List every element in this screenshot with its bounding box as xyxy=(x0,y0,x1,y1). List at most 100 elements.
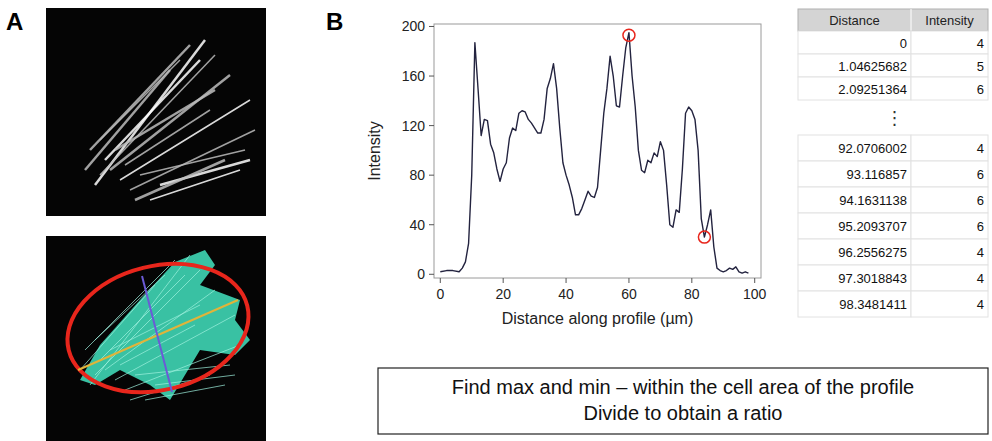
ellipsis: ⋮ xyxy=(886,108,904,128)
y-tick-label: 160 xyxy=(402,68,426,84)
cell-text: 4 xyxy=(977,141,984,156)
cell-text: 6 xyxy=(977,219,984,234)
highlight-circle xyxy=(698,231,710,243)
cell-text: 4 xyxy=(977,245,984,260)
table-cell xyxy=(798,135,911,161)
y-axis-title: Intensity xyxy=(366,121,383,181)
actin-fibre xyxy=(125,110,210,165)
table-cell xyxy=(911,213,988,239)
table-cell xyxy=(798,77,911,100)
table-cell xyxy=(798,291,911,317)
column-head: Intensity xyxy=(925,13,974,28)
note-text: Divide to obtain a ratio xyxy=(583,402,782,424)
cell-text: 98.3481411 xyxy=(839,297,907,312)
table-cell xyxy=(911,187,988,213)
table-cell xyxy=(798,213,911,239)
cell-text: 6 xyxy=(977,82,984,97)
actin-fibre xyxy=(100,60,180,140)
cell-text: 6 xyxy=(977,193,984,208)
data-table: Distance Intensity 0 4 1.04625682 5 2.09251364… xyxy=(798,9,988,317)
cell-text: 95.2093707 xyxy=(838,219,907,234)
x-tick xyxy=(566,278,567,283)
table-cell xyxy=(911,291,988,317)
cell-text: 4 xyxy=(977,271,984,286)
table-cell xyxy=(911,161,988,187)
y-tick-label: 200 xyxy=(402,18,426,34)
note-text: Find max and min – within the cell area … xyxy=(452,376,914,398)
mask-fibre xyxy=(80,285,155,370)
x-tick-label: 0 xyxy=(436,286,444,302)
cell-text: 1.04625682 xyxy=(838,59,907,74)
y-tick xyxy=(429,175,434,176)
x-tick-label: 100 xyxy=(743,286,767,302)
actin-fibre xyxy=(110,75,230,170)
actin-fibre xyxy=(140,150,245,175)
actin-fibre xyxy=(160,160,250,185)
column-head: Distance xyxy=(829,13,880,28)
x-tick-label: 20 xyxy=(495,286,511,302)
cell-text: 92.0706002 xyxy=(838,141,907,156)
y-tick-label: 80 xyxy=(409,167,425,183)
header-divider xyxy=(911,9,912,31)
highlight-circle xyxy=(623,29,635,41)
table-cell xyxy=(798,54,911,77)
image-background xyxy=(46,8,266,216)
cell-text: 4 xyxy=(977,297,984,312)
y-tick xyxy=(429,224,434,225)
cell-text: 6 xyxy=(977,167,984,182)
micrograph-raw xyxy=(46,8,266,216)
x-tick xyxy=(440,278,441,283)
y-tick xyxy=(429,125,434,126)
actin-fibre xyxy=(135,160,225,200)
cell-text: 97.3018843 xyxy=(838,271,907,286)
figure: AB02040608010004080120160200Distance alo… xyxy=(0,0,992,441)
table-cell xyxy=(911,31,988,54)
x-tick xyxy=(691,278,692,283)
actin-fibre xyxy=(105,60,200,160)
cell-text: 0 xyxy=(900,36,907,51)
image-background xyxy=(46,236,266,441)
panel-letter: B xyxy=(326,8,343,35)
table-cell xyxy=(911,239,988,265)
actin-fibre xyxy=(115,90,215,150)
micrograph-segmented xyxy=(46,236,266,441)
table-cell xyxy=(798,31,911,54)
x-tick xyxy=(628,278,629,283)
actin-fibre xyxy=(120,100,250,180)
table-cell xyxy=(911,77,988,100)
table-cell xyxy=(798,161,911,187)
table-cell xyxy=(798,265,911,291)
cell-text: 96.2556275 xyxy=(838,245,907,260)
cell-text: 94.1631138 xyxy=(839,193,907,208)
panel-letter: A xyxy=(6,8,23,35)
table-cell xyxy=(798,239,911,265)
cell-text: 2.09251364 xyxy=(838,82,907,97)
x-tick-label: 40 xyxy=(558,286,574,302)
mask-fibre xyxy=(100,275,185,360)
x-axis-title: Distance along profile (µm) xyxy=(502,310,694,327)
y-tick xyxy=(429,26,434,27)
actin-fibre xyxy=(85,70,170,170)
plot-data xyxy=(440,29,748,273)
y-tick-label: 0 xyxy=(417,266,425,282)
table-cell xyxy=(911,265,988,291)
y-tick-label: 120 xyxy=(402,118,426,134)
y-tick xyxy=(429,274,434,275)
table-header xyxy=(798,9,988,31)
cell-text: 5 xyxy=(977,59,984,74)
mask-fibre xyxy=(120,325,195,365)
profile-line xyxy=(440,33,748,273)
x-tick xyxy=(754,278,755,283)
x-tick xyxy=(503,278,504,283)
fit-ellipse xyxy=(54,246,263,411)
y-tick-label: 40 xyxy=(409,217,425,233)
x-tick-label: 60 xyxy=(621,286,637,302)
y-tick xyxy=(429,76,434,77)
actin-fibre xyxy=(130,130,255,190)
cell-text: 93.116857 xyxy=(847,167,908,182)
table-cell xyxy=(798,187,911,213)
table-cell xyxy=(911,54,988,77)
note-box xyxy=(378,368,988,434)
plot-frame xyxy=(434,24,761,278)
cell-text: 4 xyxy=(977,36,984,51)
